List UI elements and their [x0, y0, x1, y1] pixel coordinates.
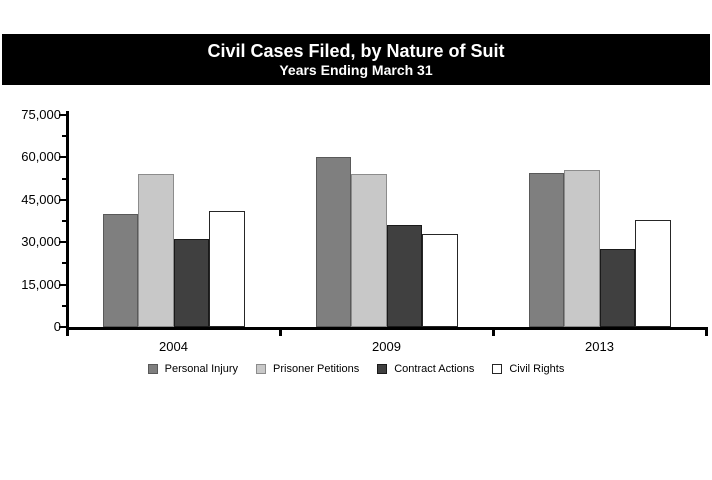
y-tick-label: 30,000	[21, 234, 61, 250]
y-tick-minor-mark	[62, 304, 67, 307]
bar	[315, 157, 351, 327]
legend-swatch-icon	[147, 364, 158, 374]
bar	[528, 172, 564, 327]
y-tick-mark	[59, 283, 67, 286]
y-tick-label: 60,000	[21, 149, 61, 165]
legend-swatch-icon	[256, 364, 267, 374]
y-axis-line	[66, 111, 69, 330]
y-tick-mark	[59, 198, 67, 201]
legend-label: Contract Actions	[394, 363, 475, 375]
legend-item: Civil Rights	[492, 363, 564, 375]
bar	[102, 213, 138, 327]
bar	[351, 174, 387, 327]
legend-item: Prisoner Petitions	[256, 363, 359, 375]
y-tick-label: 45,000	[21, 191, 61, 207]
y-tick-label: 0	[53, 319, 61, 334]
y-tick-minor-mark	[62, 177, 67, 180]
y-tick-label: 15,000	[21, 276, 61, 292]
x-tick-mark	[704, 330, 708, 336]
y-tick-mark	[59, 241, 67, 244]
legend-swatch-icon	[492, 364, 503, 374]
legend-item: Personal Injury	[147, 363, 239, 375]
legend-label: Personal Injury	[164, 363, 239, 375]
bar	[635, 219, 671, 327]
chart-subtitle: Years Ending March 31	[279, 62, 433, 78]
y-tick-label: 75,000	[21, 107, 61, 122]
x-category-label: 2004	[159, 339, 188, 354]
y-tick-mark	[59, 156, 67, 159]
y-tick-minor-mark	[62, 135, 67, 138]
chart-title: Civil Cases Filed, by Nature of Suit	[207, 41, 505, 61]
chart-title-banner: Civil Cases Filed, by Nature of Suit Yea…	[2, 34, 710, 85]
y-tick-mark	[59, 114, 67, 116]
bar	[173, 239, 209, 327]
bar	[564, 170, 600, 327]
x-tick-mark	[278, 330, 282, 336]
bar	[209, 211, 245, 327]
legend-label: Prisoner Petitions	[273, 363, 360, 375]
x-axis-line	[66, 327, 708, 330]
legend-item: Contract Actions	[377, 363, 474, 375]
x-category-label: 2013	[585, 339, 614, 354]
bar	[599, 249, 635, 327]
x-tick-mark	[491, 330, 495, 336]
bar	[138, 174, 174, 327]
x-category-label: 2009	[372, 339, 401, 354]
y-tick-minor-mark	[62, 262, 67, 265]
y-tick-mark	[59, 326, 67, 328]
x-tick-mark	[65, 330, 69, 336]
y-tick-minor-mark	[62, 220, 67, 222]
legend-swatch-icon	[377, 364, 388, 374]
bar	[386, 225, 422, 327]
bar	[422, 233, 458, 327]
legend: Personal Injury Prisoner Petitions Contrac…	[0, 360, 712, 378]
legend-label: Civil Rights	[509, 363, 565, 375]
